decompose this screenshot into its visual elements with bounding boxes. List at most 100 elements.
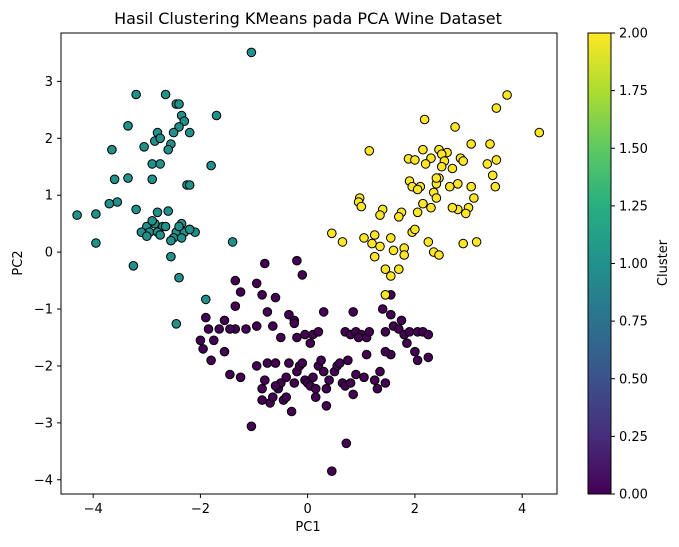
cluster-1-point	[131, 89, 141, 100]
cluster-1-point	[147, 174, 157, 185]
cluster-2-point	[491, 103, 502, 113]
cluster-2-point	[431, 193, 442, 203]
cluster-0-point	[361, 349, 372, 360]
x-tick-label: 4	[518, 502, 526, 517]
cluster-1-point	[246, 47, 257, 58]
x-tick-label: 2	[411, 502, 419, 517]
cluster-2-point	[410, 155, 420, 165]
colorbar-tick-label: 2.00	[619, 27, 648, 42]
cluster-2-point	[388, 245, 399, 256]
cluster-2-point	[375, 241, 385, 252]
scatter-points	[72, 47, 545, 477]
cluster-0-point	[404, 327, 415, 337]
cluster-2-point	[359, 233, 369, 243]
cluster-0-point	[251, 361, 262, 371]
cluster-0-point	[380, 346, 391, 357]
cluster-1-point	[160, 89, 171, 100]
x-tick-label: 0	[304, 502, 312, 517]
cluster-0-point	[297, 270, 308, 280]
y-tick-label: 3	[45, 75, 53, 90]
cluster-0-point	[235, 287, 246, 297]
y-tick-label: 2	[45, 132, 53, 147]
cluster-2-point	[491, 155, 502, 165]
cluster-2-point	[337, 237, 348, 247]
cluster-0-point	[270, 292, 281, 303]
colorbar-tick-label: 0.50	[619, 372, 648, 387]
cluster-0-point	[209, 335, 219, 346]
colorbar-tick-label: 1.25	[619, 199, 648, 214]
cluster-0-point	[257, 290, 267, 300]
cluster-0-point	[270, 381, 281, 391]
cluster-0-point	[276, 332, 286, 343]
y-axis-label: PC2	[11, 250, 26, 275]
cluster-0-point	[423, 352, 434, 363]
cluster-0-point	[198, 344, 208, 354]
cluster-1-point	[123, 121, 133, 131]
y-tick-label: −1	[34, 303, 53, 318]
cluster-2-point	[466, 181, 477, 192]
cluster-2-point	[426, 202, 436, 213]
cluster-1-point	[184, 127, 195, 138]
cluster-1-point	[155, 230, 165, 240]
cluster-2-point	[364, 146, 375, 156]
plot-area	[61, 33, 557, 494]
cluster-0-point	[316, 355, 326, 366]
cluster-0-point	[348, 307, 359, 317]
x-axis-label: PC1	[295, 520, 320, 535]
cluster-0-point	[289, 378, 300, 388]
cluster-2-point	[380, 264, 391, 275]
plot-frame	[60, 32, 558, 495]
cluster-2-point	[458, 156, 469, 166]
cluster-0-point	[369, 375, 380, 386]
cluster-0-point	[310, 392, 321, 403]
cluster-0-point	[260, 375, 270, 386]
cluster-2-point	[471, 237, 482, 247]
cluster-0-point	[195, 335, 206, 346]
cluster-0-point	[380, 378, 391, 388]
cluster-2-point	[502, 90, 512, 100]
cluster-1-point	[176, 233, 187, 243]
cluster-0-point	[359, 372, 369, 383]
cluster-2-point	[450, 122, 460, 132]
colorbar-tick-label: 1.50	[619, 142, 648, 157]
cluster-2-point	[419, 114, 430, 125]
cluster-1-point	[201, 294, 211, 305]
cluster-0-point	[380, 327, 391, 337]
cluster-0-point	[313, 327, 324, 337]
cluster-1-point	[184, 224, 195, 235]
cluster-2-point	[394, 264, 404, 275]
cluster-0-point	[297, 358, 308, 368]
cluster-2-point	[327, 228, 337, 239]
cluster-1-point	[112, 197, 123, 207]
cluster-0-point	[292, 255, 302, 266]
cluster-1-point	[72, 210, 82, 220]
cluster-0-point	[348, 389, 359, 400]
cluster-0-point	[305, 338, 316, 349]
cluster-0-point	[292, 332, 302, 343]
cluster-0-point	[310, 383, 321, 394]
colorbar-tick-label: 0.75	[619, 315, 648, 330]
colorbar-ticks: 0.00 0.25 0.50 0.75 1.00 1.25 1.50 1.75 2.00	[611, 27, 648, 503]
cluster-1-point	[166, 251, 176, 262]
cluster-2-point	[369, 230, 380, 240]
cluster-0-point	[308, 372, 318, 383]
cluster-1-point	[160, 221, 171, 232]
cluster-0-point	[341, 438, 352, 449]
cluster-0-point	[300, 329, 310, 340]
x-tick-label: −4	[84, 502, 103, 517]
cluster-0-point	[353, 332, 364, 343]
cluster-0-point	[412, 355, 423, 366]
cluster-2-point	[375, 210, 385, 220]
cluster-1-point	[104, 198, 115, 209]
cluster-0-point	[262, 358, 273, 368]
cluster-0-point	[343, 355, 353, 366]
cluster-1-point	[171, 319, 182, 329]
cluster-2-point	[412, 184, 423, 195]
cluster-2-point	[461, 208, 471, 219]
cluster-2-point	[436, 161, 447, 172]
cluster-0-point	[423, 329, 434, 340]
cluster-0-point	[284, 358, 294, 368]
cluster-0-point	[270, 358, 281, 368]
cluster-2-point	[469, 193, 479, 203]
cluster-0-point	[201, 312, 211, 323]
